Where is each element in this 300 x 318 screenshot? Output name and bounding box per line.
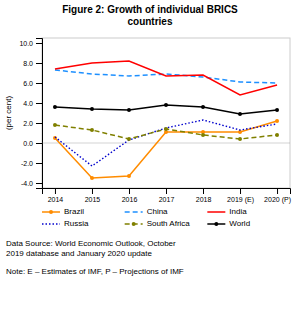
point (238, 137, 242, 141)
tick: 10.0 (19, 40, 42, 47)
tick-mark (36, 83, 42, 84)
tick-mark (36, 163, 42, 164)
legend-symbol (42, 223, 60, 225)
tick-mark (166, 188, 167, 194)
zero-line (42, 143, 290, 144)
tick-mark (36, 103, 42, 104)
point (164, 127, 168, 131)
tick-mark (36, 43, 42, 44)
tick-label: 2015 (85, 196, 101, 203)
point (238, 112, 242, 116)
axis-line (43, 189, 291, 195)
legend-item: World (207, 219, 250, 228)
point (53, 105, 57, 109)
tick-label: 2019 (E) (227, 196, 254, 204)
tick-label: 0.0 (23, 140, 33, 147)
tick: 2015 (85, 188, 101, 203)
legend-label: South Africa (147, 219, 191, 228)
tick-mark (129, 188, 130, 194)
tick-label: 2016 (122, 196, 138, 203)
series-line (55, 61, 277, 95)
tick-mark (92, 188, 93, 194)
tick: 6.0 (23, 80, 42, 87)
point (275, 108, 279, 112)
legend-item: China (125, 207, 168, 216)
point (201, 105, 205, 109)
point (90, 107, 94, 111)
legend: Brazil China India Russia South Africa World (42, 207, 250, 228)
tick: 2016 (122, 188, 138, 203)
tick-mark (277, 188, 278, 194)
point (275, 133, 279, 137)
annotation: Note: E – Estimates of IMF, P – Projecti… (6, 267, 184, 276)
legend-item: India (207, 207, 247, 216)
legend-label: Brazil (64, 207, 84, 216)
plot: 2014 2015 2016 2017 2018 2019 (E) 2020 (P) -4.0… (19, 38, 291, 204)
tick-label: 2017 (159, 196, 175, 203)
legend-item: South Africa (125, 219, 191, 228)
tick: -2.0 (21, 160, 42, 167)
point (90, 176, 94, 180)
tick-label: 2020 (P) (264, 196, 291, 204)
plot-frame (42, 38, 290, 188)
legend-item: Brazil (42, 207, 84, 216)
y-axis: -4.0 -2.0 0.0 2.0 4.0 6.0 8.0 10.0 (19, 39, 42, 189)
tick-label: 2.0 (23, 120, 33, 127)
legend-symbol (132, 222, 136, 226)
point (127, 174, 131, 178)
tick: 2014 (48, 188, 64, 203)
point (201, 133, 205, 137)
chart: Figure 2: Growth of individual BRICScoun… (0, 0, 300, 318)
legend-symbol (49, 210, 53, 214)
tick-label: -2.0 (21, 160, 33, 167)
tick-label: 6.0 (23, 80, 33, 87)
legend-item: Russia (42, 219, 89, 228)
series-line (55, 125, 277, 139)
tick-mark (203, 188, 204, 194)
legend-symbol (125, 211, 143, 213)
point (127, 108, 131, 112)
y-axis-title: (per cent) (4, 96, 13, 131)
point (275, 119, 279, 123)
tick: 8.0 (23, 60, 42, 67)
annotation: Data Source: World Economic Outlook, Oct… (6, 239, 176, 258)
legend-label: China (147, 207, 168, 216)
tick: -4.0 (21, 180, 42, 187)
series-line (55, 121, 277, 178)
legend-symbol (214, 222, 218, 226)
tick: 2.0 (23, 120, 42, 127)
tick-label: -4.0 (21, 180, 33, 187)
tick-label: 4.0 (23, 100, 33, 107)
point (53, 136, 57, 140)
tick-mark (36, 63, 42, 64)
legend-label: India (229, 207, 247, 216)
title: Figure 2: Growth of individual BRICScoun… (62, 4, 238, 27)
tick-mark (36, 183, 42, 184)
tick: 0.0 (23, 140, 42, 147)
tick: 2020 (P) (264, 188, 291, 204)
point (127, 137, 131, 141)
tick-label: 2018 (196, 196, 212, 203)
tick: 2017 (159, 188, 175, 203)
tick: 4.0 (23, 100, 42, 107)
tick-label: 10.0 (19, 40, 33, 47)
tick: 2018 (196, 188, 212, 203)
point (53, 123, 57, 127)
point (164, 103, 168, 107)
tick-mark (36, 123, 42, 124)
tick-mark (240, 188, 241, 194)
tick: 2019 (E) (227, 188, 254, 204)
legend-label: Russia (64, 219, 89, 228)
tick-label: 8.0 (23, 60, 33, 67)
tick-mark (55, 188, 56, 194)
series-line (55, 120, 277, 166)
legend-symbol (207, 211, 225, 213)
tick-mark (36, 143, 42, 144)
axis-line (36, 39, 43, 189)
marks (42, 61, 290, 180)
x-axis: 2014 2015 2016 2017 2018 2019 (E) 2020 (P) (43, 188, 291, 204)
point (90, 128, 94, 132)
legend-label: World (229, 219, 250, 228)
tick-label: 2014 (48, 196, 64, 203)
